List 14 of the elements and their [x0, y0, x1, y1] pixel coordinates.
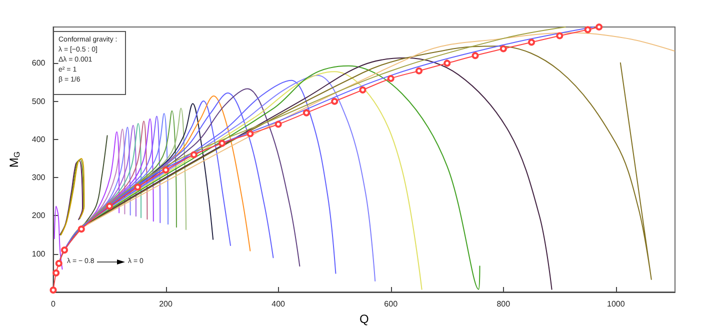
x-tick-label: 800: [496, 300, 511, 308]
x-tick-label: 1000: [607, 300, 626, 308]
y-tick-label: 400: [32, 134, 46, 144]
y-axis-title: MG: [7, 151, 22, 168]
x-axis-title: Q: [359, 312, 369, 326]
y-tick-label: 500: [32, 96, 46, 106]
y-tick-label: 200: [32, 211, 46, 220]
y-tick-label: 600: [32, 58, 46, 68]
y-tick-label: 100: [32, 249, 46, 258]
x-tick-label: 600: [384, 300, 398, 308]
x-tick-label: 200: [159, 300, 173, 308]
y-tick-label: 300: [32, 173, 46, 182]
x-tick-label: 0: [51, 300, 56, 308]
x-tick-label: 400: [272, 300, 286, 308]
